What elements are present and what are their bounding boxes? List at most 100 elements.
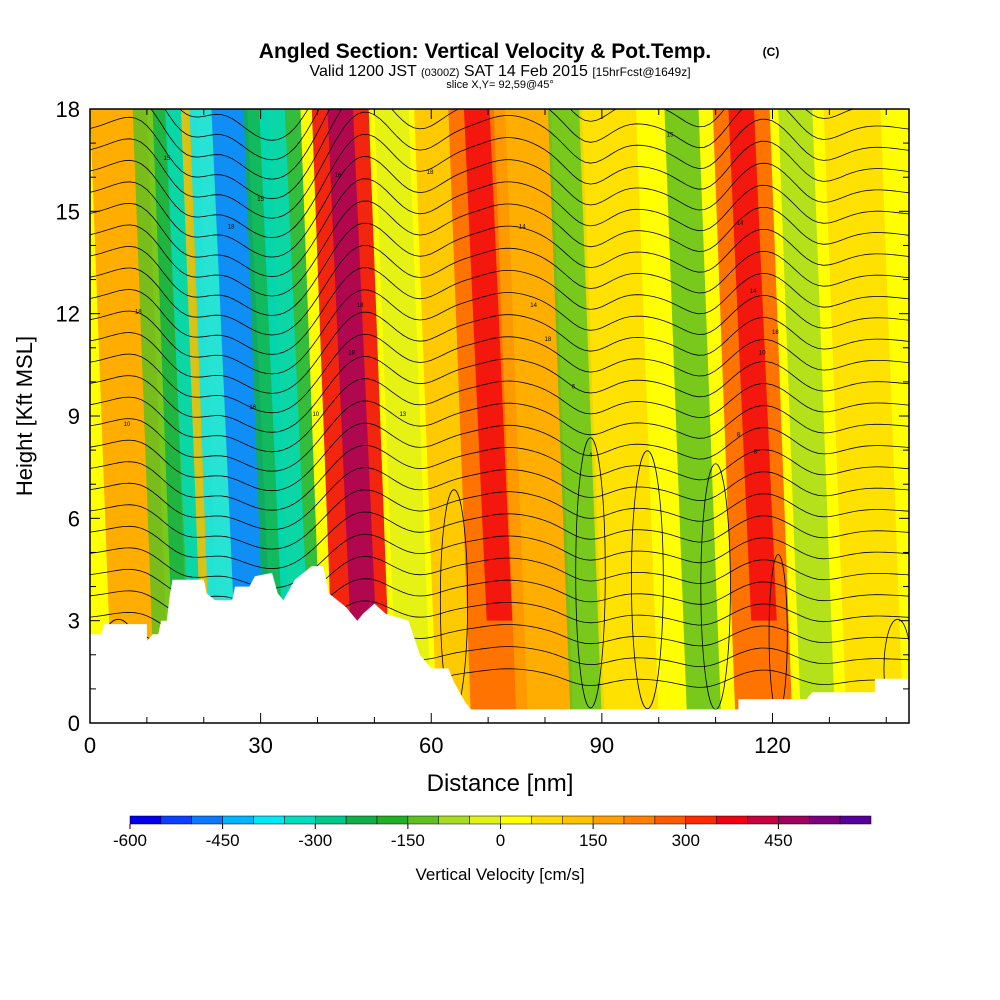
isentrope-line-9 bbox=[90, 467, 909, 531]
colorbar-swatch bbox=[531, 815, 563, 825]
isentrope-line-16 bbox=[90, 311, 909, 394]
colorbar-swatch bbox=[345, 815, 378, 825]
colorbar-swatch bbox=[809, 815, 841, 825]
y-tick-label: 0 bbox=[68, 711, 80, 736]
x-tick-label: 0 bbox=[84, 733, 96, 758]
isentrope-line-17 bbox=[90, 289, 909, 375]
isentrope-label-4: 16 bbox=[249, 405, 256, 411]
isentrope-label-1: 18 bbox=[135, 310, 142, 316]
isentrope-line-7 bbox=[90, 511, 909, 570]
x-tick-label: 120 bbox=[754, 733, 791, 758]
isentrope-label-12: 14 bbox=[519, 224, 526, 230]
isentrope-line-6 bbox=[90, 533, 909, 589]
isentrope-label-2: 15 bbox=[163, 156, 170, 162]
colorbar-swatch bbox=[376, 815, 409, 825]
isentrope-label-16: 4 bbox=[589, 453, 593, 459]
chart-slice-info: slice X,Y= 92,59@45° bbox=[446, 79, 554, 91]
isentrope-line-12 bbox=[90, 400, 909, 472]
subtitle-utc: (0300Z) bbox=[421, 67, 460, 79]
colorbar-tick-label: 450 bbox=[764, 831, 792, 850]
isentrope-label-3: 18 bbox=[228, 224, 235, 230]
isentrope-label-9: 18 bbox=[357, 303, 364, 309]
isentrope-label-7: 16 bbox=[335, 173, 342, 179]
velocity-band-13 bbox=[664, 109, 722, 723]
x-tick-label: 30 bbox=[248, 733, 272, 758]
colorbar-swatch bbox=[592, 815, 625, 825]
subtitle-forecast: [15hrFcst@1649z] bbox=[592, 65, 690, 79]
y-tick-label: 15 bbox=[56, 199, 80, 224]
colorbar-tick-label: -600 bbox=[113, 831, 147, 850]
velocity-band-core-4 bbox=[211, 109, 271, 621]
isentrope-line-14 bbox=[90, 356, 909, 433]
isentrope-labels: 10 18 15 18 16 15 10 16 18 18 13 18 14 14 18 6 4 15 14 14 10… bbox=[124, 132, 780, 459]
colorbar-swatch bbox=[129, 815, 162, 825]
y-tick-label: 3 bbox=[68, 609, 80, 634]
subtitle-date: SAT 14 Feb 2015 bbox=[464, 63, 588, 80]
y-axis: 0 3 6 9 12 15 18 bbox=[56, 97, 909, 736]
colorbar-swatch bbox=[747, 815, 779, 825]
colorbar-swatch bbox=[500, 815, 532, 825]
y-tick-label: 6 bbox=[68, 506, 80, 531]
colorbar-label: Vertical Velocity [cm/s] bbox=[415, 865, 584, 884]
isentrope-line-19 bbox=[90, 244, 909, 336]
isentrope-line-24 bbox=[90, 133, 909, 239]
y-tick-label: 18 bbox=[56, 97, 80, 122]
isentrope-label-20: 10 bbox=[759, 351, 766, 357]
colorbar-tick-label: -300 bbox=[298, 831, 332, 850]
isentrope-label-18: 14 bbox=[737, 221, 744, 227]
colorbar-swatch bbox=[191, 815, 223, 825]
isentrope-line-11 bbox=[90, 422, 909, 492]
velocity-band-core-5 bbox=[259, 109, 308, 621]
isentrope-line-21 bbox=[90, 200, 909, 297]
isentrope-line-29 bbox=[179, 109, 309, 141]
colorbar-swatch bbox=[469, 815, 501, 825]
x-axis-label: Distance [nm] bbox=[427, 770, 574, 797]
chart-subtitle: Valid 1200 JST (0300Z) SAT 14 Feb 2015 [… bbox=[309, 63, 690, 80]
isentrope-line-8 bbox=[90, 489, 909, 550]
isentrope-line-5 bbox=[90, 556, 909, 608]
colorbar-swatch bbox=[438, 815, 470, 825]
y-tick-label: 9 bbox=[68, 404, 80, 429]
y-tick-label: 12 bbox=[56, 302, 80, 327]
colorbar-swatch bbox=[562, 815, 594, 825]
velocity-band-15 bbox=[778, 109, 836, 723]
isentrope-label-13: 14 bbox=[530, 303, 537, 309]
isentrope-label-22: 8 bbox=[737, 432, 741, 438]
isentrope-label-0: 10 bbox=[124, 422, 131, 428]
terrain-profile bbox=[90, 566, 909, 723]
isentrope-line-28 bbox=[164, 109, 320, 161]
colorbar-swatch bbox=[315, 815, 347, 825]
isentrope-line-26 bbox=[90, 109, 909, 200]
isentrope-line-22 bbox=[90, 178, 909, 278]
colorbar-swatch bbox=[407, 815, 439, 825]
colorbar-swatch bbox=[839, 815, 872, 825]
colorbar-swatch bbox=[716, 815, 748, 825]
closed-contour-2 bbox=[575, 437, 606, 709]
isentrope-label-11: 18 bbox=[427, 170, 434, 176]
colorbar-swatch bbox=[253, 815, 285, 825]
colorbar-tick-label: -450 bbox=[206, 831, 240, 850]
chart-title: Angled Section: Vertical Velocity & Pot.… bbox=[259, 40, 711, 63]
isentrope-contours bbox=[90, 109, 909, 706]
y-axis-label: Height [Kft MSL] bbox=[12, 336, 37, 496]
x-tick-label: 60 bbox=[419, 733, 443, 758]
colorbar-tick-label: -150 bbox=[391, 831, 425, 850]
isentrope-label-6: 10 bbox=[312, 412, 319, 418]
x-axis: 0 30 60 90 120 bbox=[84, 109, 887, 758]
isentrope-line-25 bbox=[90, 111, 909, 219]
isentrope-label-5: 15 bbox=[257, 197, 264, 203]
isentrope-line-20 bbox=[90, 222, 909, 316]
isentrope-label-19: 14 bbox=[750, 289, 757, 295]
isentrope-label-21: 18 bbox=[772, 330, 779, 336]
colorbar-swatch bbox=[222, 815, 254, 825]
chart-title-unit: (C) bbox=[763, 45, 780, 59]
isentrope-label-17: 15 bbox=[667, 132, 674, 138]
isentrope-label-8: 18 bbox=[348, 351, 355, 357]
closed-contour-4 bbox=[700, 463, 731, 710]
subtitle-valid: Valid 1200 JST bbox=[309, 63, 417, 80]
velocity-band-7 bbox=[374, 109, 432, 723]
velocity-band-8 bbox=[414, 109, 472, 723]
isentrope-line-15 bbox=[90, 333, 909, 414]
velocity-band-core-6 bbox=[327, 109, 376, 621]
